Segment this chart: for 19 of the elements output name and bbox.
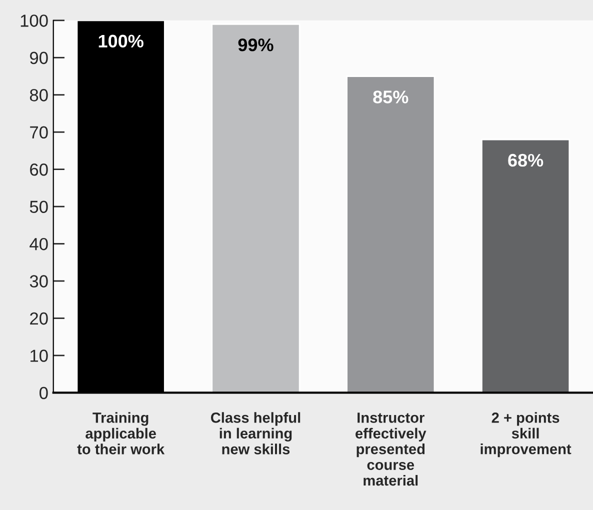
y-tick-label: 40 <box>30 238 48 250</box>
y-tick-label: 50 <box>30 200 48 214</box>
y-tick-label: 60 <box>30 163 48 176</box>
data-label: 68% <box>508 154 544 167</box>
y-tick-label: 70 <box>30 126 48 139</box>
y-tick-label: 0 <box>40 386 48 400</box>
y-tick-label: 100 <box>20 14 48 27</box>
data-label: 85% <box>373 90 408 104</box>
data-label: 99% <box>238 38 274 52</box>
y-tick-label: 20 <box>30 312 48 325</box>
y-tick-label: 10 <box>30 350 48 362</box>
x-tick-label: 2 + points skill improvement <box>480 412 572 458</box>
data-label: 100% <box>98 34 144 48</box>
y-tick-label: 80 <box>30 89 48 102</box>
x-tick-label: Training applicable to their work <box>77 412 165 454</box>
x-tick-label: Instructor effectively presented course material <box>356 412 426 486</box>
x-tick-label: Class helpful in learning new skills <box>210 412 300 454</box>
y-tick-label: 30 <box>30 275 48 288</box>
y-tick-label: 90 <box>30 52 48 64</box>
